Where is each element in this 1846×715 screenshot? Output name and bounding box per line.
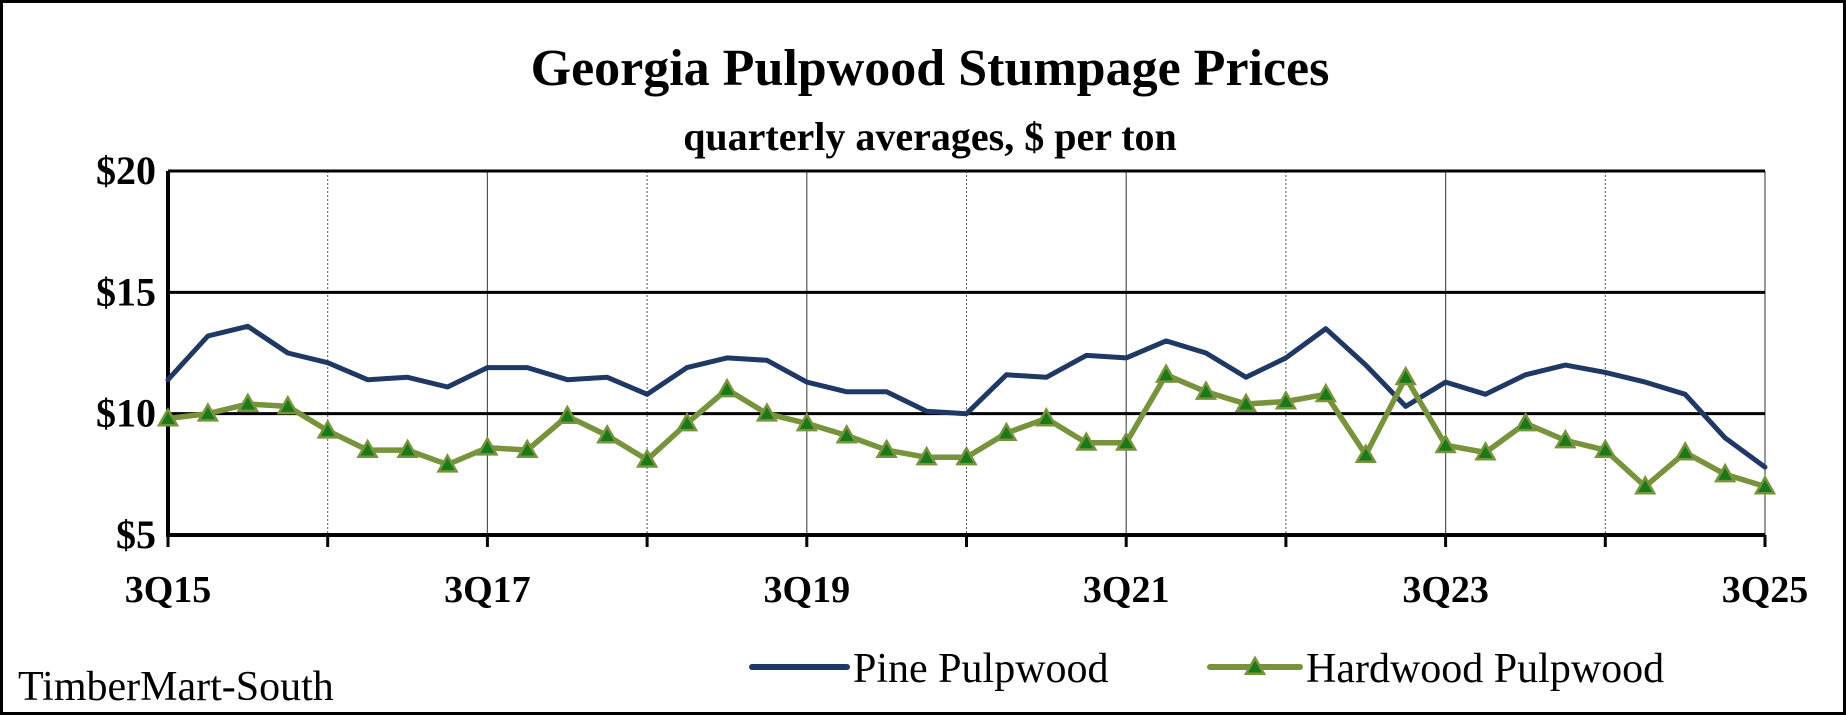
hardwood-point-marker [1354, 443, 1377, 463]
y-tick-label: $10 [96, 391, 156, 436]
hardwood-point-marker [835, 423, 858, 444]
legend-marker-hardwood [1243, 655, 1267, 675]
hardwood-point-marker [1115, 431, 1138, 451]
hardwood-point-marker [476, 436, 499, 456]
hardwood-point-marker [1274, 389, 1298, 410]
source-label: TimberMart-South [18, 664, 334, 710]
hardwood-point-marker [795, 411, 818, 432]
hardwood-point-marker [1314, 382, 1337, 403]
hardwood-point-marker [396, 438, 419, 459]
x-tick-label: 3Q25 [1722, 569, 1809, 611]
legend-label-pine: Pine Pulpwood [853, 646, 1109, 692]
hardwood-point-marker [1634, 474, 1657, 495]
hardwood-point-marker [1674, 440, 1697, 461]
series-markers [156, 363, 1777, 495]
hardwood-point-marker [236, 392, 260, 412]
hardwood-point-marker [915, 445, 938, 466]
hardwood-point-marker [635, 448, 659, 468]
hardwood-point-marker [196, 402, 220, 422]
hardwood-point-marker [755, 402, 779, 422]
hardwood-point-marker [1075, 431, 1098, 451]
y-tick-label: $15 [96, 269, 156, 314]
y-tick-labels: $5 $10 $15 $20 [96, 148, 156, 557]
hardwood-point-marker [516, 438, 539, 459]
gridlines [168, 169, 1766, 537]
hardwood-point-marker [1234, 392, 1258, 412]
hardwood-point-marker [955, 445, 978, 466]
hardwood-point-marker [1514, 411, 1537, 432]
x-tick-labels: 3Q15 3Q17 3Q19 3Q21 3Q23 3Q25 [125, 569, 1809, 611]
y-tick-label: $20 [96, 148, 156, 193]
hardwood-point-marker [715, 377, 739, 398]
hardwood-point-marker [1194, 380, 1218, 400]
hardwood-point-marker [1713, 462, 1737, 483]
x-tick-label: 3Q17 [444, 569, 531, 611]
hardwood-point-marker [995, 421, 1018, 442]
x-tick-label: 3Q21 [1083, 569, 1170, 611]
hardwood-point-marker [356, 438, 379, 459]
hardwood-point-marker [316, 419, 339, 439]
axes [166, 171, 1767, 547]
hardwood-point-marker [276, 394, 299, 415]
hardwood-point-marker [1154, 363, 1178, 383]
hardwood-point-marker [875, 438, 898, 459]
x-tick-label: 3Q23 [1402, 569, 1489, 611]
legend: Pine Pulpwood Hardwood Pulpwood [749, 646, 1664, 692]
hardwood-point-marker [1474, 440, 1497, 461]
hardwood-point-marker [1394, 365, 1417, 386]
x-tick-label: 3Q15 [125, 569, 212, 611]
hardwood-point-marker [1554, 428, 1577, 449]
x-tick-label: 3Q19 [764, 569, 851, 611]
hardwood-point-marker [1035, 406, 1058, 427]
hardwood-point-marker [1434, 433, 1457, 454]
hardwood-point-marker [1594, 438, 1617, 459]
hardwood-point-marker [1753, 474, 1777, 495]
series-line-pine [165, 323, 1768, 470]
hardwood-point-marker [436, 453, 459, 473]
hardwood-point-marker [556, 404, 579, 425]
chart-title: Georgia Pulpwood Stumpage Prices [531, 40, 1330, 97]
hardwood-point-marker [675, 411, 699, 432]
y-tick-label: $5 [116, 512, 156, 557]
hardwood-point-marker [596, 423, 619, 444]
legend-label-hardwood: Hardwood Pulpwood [1306, 646, 1664, 692]
chart-subtitle: quarterly averages, $ per ton [683, 114, 1177, 159]
hardwood-point-marker [156, 406, 180, 427]
